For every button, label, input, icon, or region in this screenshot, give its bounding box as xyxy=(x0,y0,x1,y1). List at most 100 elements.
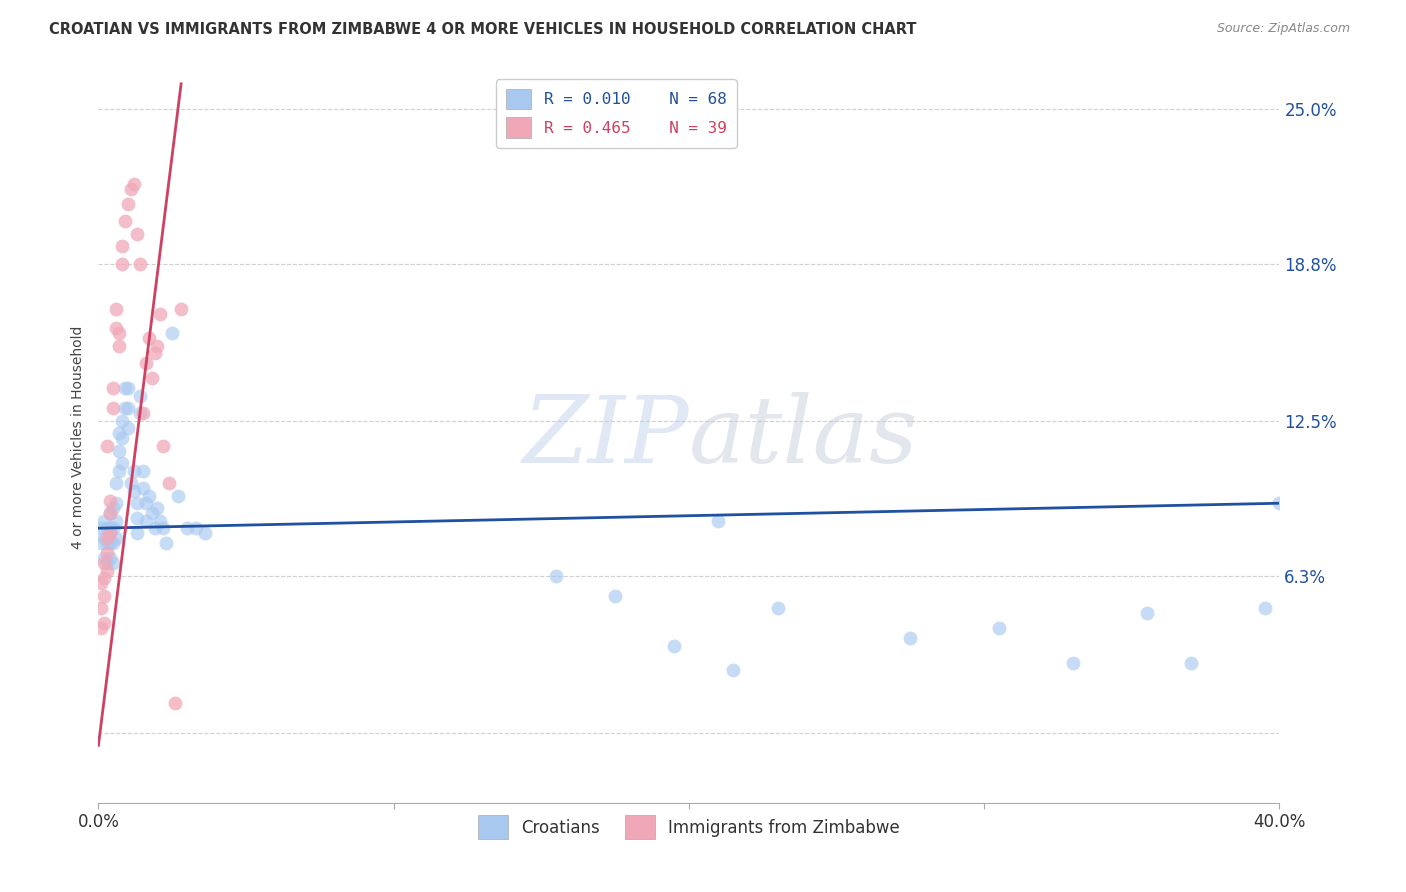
Point xyxy=(176,521,198,535)
Point xyxy=(90,521,112,535)
Point xyxy=(117,401,139,416)
Point xyxy=(105,514,128,528)
Point xyxy=(138,331,160,345)
Point xyxy=(96,546,118,560)
Point xyxy=(111,414,134,428)
Point xyxy=(117,196,139,211)
Point xyxy=(132,481,155,495)
Point xyxy=(146,501,169,516)
Point xyxy=(120,182,142,196)
Point xyxy=(90,601,112,615)
Point xyxy=(90,536,112,550)
Point xyxy=(125,526,148,541)
Point xyxy=(122,464,145,478)
Y-axis label: 4 or more Vehicles in Household: 4 or more Vehicles in Household xyxy=(70,326,84,549)
Point xyxy=(988,621,1011,635)
Point xyxy=(138,489,160,503)
Point xyxy=(1062,656,1084,670)
Point xyxy=(141,506,163,520)
Point xyxy=(105,531,128,545)
Point xyxy=(108,464,131,478)
Text: atlas: atlas xyxy=(689,392,918,482)
Point xyxy=(900,631,922,645)
Point xyxy=(111,239,134,253)
Point xyxy=(184,521,207,535)
Point xyxy=(125,496,148,510)
Point xyxy=(93,556,115,570)
Point xyxy=(766,601,789,615)
Point xyxy=(103,501,125,516)
Point xyxy=(93,589,115,603)
Point xyxy=(152,521,174,535)
Point xyxy=(125,511,148,525)
Point xyxy=(103,556,125,570)
Point xyxy=(90,576,112,591)
Point xyxy=(98,506,121,520)
Point xyxy=(98,536,121,550)
Point xyxy=(149,514,172,528)
Point xyxy=(125,227,148,241)
Point xyxy=(96,536,118,550)
Point xyxy=(103,401,125,416)
Point xyxy=(128,406,150,420)
Point xyxy=(128,256,150,270)
Point xyxy=(135,496,157,510)
Point xyxy=(1136,606,1159,620)
Point xyxy=(1180,656,1202,670)
Point xyxy=(135,514,157,528)
Point xyxy=(117,381,139,395)
Point xyxy=(155,536,177,550)
Point xyxy=(98,506,121,520)
Point xyxy=(98,521,121,535)
Point xyxy=(103,521,125,535)
Point xyxy=(93,514,115,528)
Point xyxy=(132,406,155,420)
Point xyxy=(93,531,115,545)
Point xyxy=(120,476,142,491)
Point xyxy=(105,496,128,510)
Point xyxy=(105,476,128,491)
Point xyxy=(105,321,128,335)
Point xyxy=(149,306,172,320)
Point xyxy=(111,256,134,270)
Point xyxy=(170,301,193,316)
Point xyxy=(96,556,118,570)
Point xyxy=(114,214,136,228)
Point xyxy=(98,551,121,566)
Point xyxy=(111,456,134,470)
Point xyxy=(157,476,180,491)
Point xyxy=(1254,601,1277,615)
Point xyxy=(105,301,128,316)
Point xyxy=(122,177,145,191)
Point xyxy=(111,431,134,445)
Point xyxy=(96,521,118,535)
Text: Source: ZipAtlas.com: Source: ZipAtlas.com xyxy=(1216,22,1350,36)
Point xyxy=(194,526,217,541)
Point xyxy=(723,664,745,678)
Legend: Croatians, Immigrants from Zimbabwe: Croatians, Immigrants from Zimbabwe xyxy=(471,809,907,846)
Point xyxy=(1268,496,1291,510)
Point xyxy=(114,401,136,416)
Text: ZIP: ZIP xyxy=(522,392,689,482)
Point xyxy=(93,571,115,585)
Point xyxy=(98,526,121,541)
Point xyxy=(152,439,174,453)
Text: CROATIAN VS IMMIGRANTS FROM ZIMBABWE 4 OR MORE VEHICLES IN HOUSEHOLD CORRELATION: CROATIAN VS IMMIGRANTS FROM ZIMBABWE 4 O… xyxy=(49,22,917,37)
Point xyxy=(122,483,145,498)
Point xyxy=(114,381,136,395)
Point xyxy=(664,639,686,653)
Point xyxy=(93,615,115,630)
Point xyxy=(117,421,139,435)
Point xyxy=(167,489,190,503)
Point xyxy=(96,564,118,578)
Point xyxy=(128,389,150,403)
Point xyxy=(546,568,568,582)
Point xyxy=(103,536,125,550)
Point xyxy=(135,356,157,370)
Point xyxy=(162,326,183,341)
Point xyxy=(98,493,121,508)
Point xyxy=(707,514,730,528)
Point xyxy=(108,426,131,441)
Point xyxy=(132,464,155,478)
Point xyxy=(90,621,112,635)
